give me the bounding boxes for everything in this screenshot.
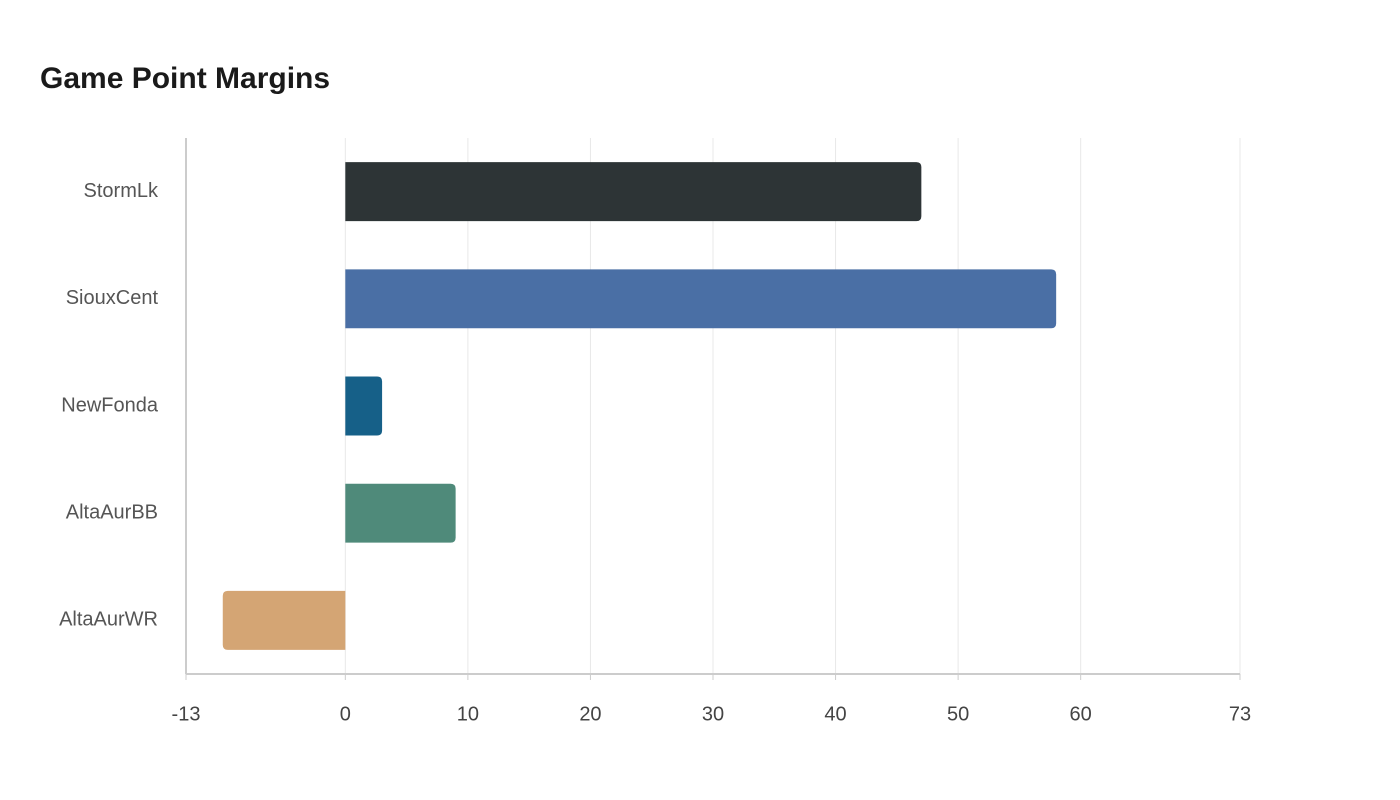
y-tick-label: SiouxCent: [66, 287, 159, 309]
x-tick-label: 73: [1229, 703, 1251, 725]
bar: [345, 269, 1057, 329]
bar: [345, 162, 922, 222]
bar: [345, 376, 383, 436]
chart-title: Game Point Margins: [40, 62, 330, 95]
x-tick-label: 40: [824, 703, 846, 725]
x-tick-label: 20: [579, 703, 601, 725]
x-tick-label: 10: [457, 703, 479, 725]
y-tick-label: AltaAurWR: [59, 609, 158, 631]
x-tick-label: 60: [1070, 703, 1092, 725]
y-tick-label: StormLk: [84, 180, 159, 202]
x-tick-label: -13: [172, 703, 201, 725]
x-tick-label: 0: [340, 703, 351, 725]
x-tick-label: 50: [947, 703, 969, 725]
bar: [345, 483, 456, 543]
y-tick-label: NewFonda: [61, 394, 159, 416]
y-tick-label: AltaAurBB: [66, 501, 158, 523]
bar: [222, 590, 346, 650]
x-tick-label: 30: [702, 703, 724, 725]
